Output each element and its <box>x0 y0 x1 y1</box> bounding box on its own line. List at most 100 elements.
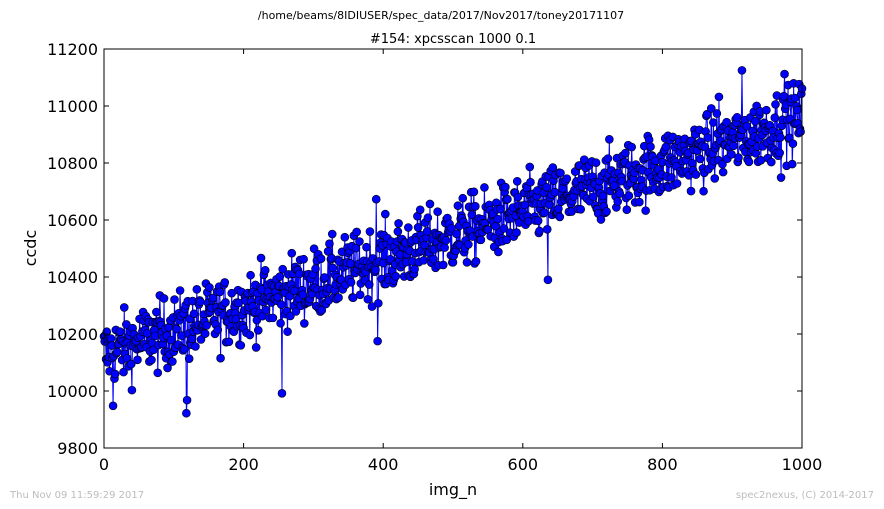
y-tick-label: 10000 <box>47 382 98 401</box>
data-point <box>535 226 544 236</box>
data-point <box>364 280 374 289</box>
data-point <box>346 259 355 268</box>
data-point <box>700 142 710 152</box>
data-point <box>362 242 371 252</box>
data-point <box>750 117 760 126</box>
data-point <box>703 133 713 143</box>
data-point <box>159 294 169 303</box>
y-tick-label: 9800 <box>57 439 98 458</box>
data-point <box>189 309 199 319</box>
data-point <box>355 237 364 246</box>
data-point <box>394 219 403 228</box>
data-point <box>780 69 789 79</box>
data-point <box>596 215 606 224</box>
data-point <box>471 257 481 266</box>
chart-title: #154: xpcsscan 1000 0.1 <box>370 32 536 47</box>
data-point <box>115 327 125 336</box>
data-point <box>142 328 152 338</box>
data-point <box>172 324 181 334</box>
data-point <box>253 325 263 335</box>
data-point <box>425 199 435 209</box>
data-point <box>540 208 549 217</box>
data-point <box>410 264 419 274</box>
data-point <box>727 150 736 159</box>
data-point <box>355 290 365 300</box>
data-point <box>526 177 535 187</box>
data-point <box>166 335 176 345</box>
data-point <box>691 170 701 179</box>
data-point <box>779 91 789 101</box>
data-point <box>658 157 667 167</box>
data-point <box>380 209 390 219</box>
data-point <box>236 341 246 350</box>
data-point <box>413 223 423 232</box>
x-tick-label: 400 <box>368 455 399 474</box>
data-point <box>276 318 285 328</box>
data-point <box>404 223 413 232</box>
data-point <box>179 344 189 354</box>
data-point <box>624 191 634 201</box>
data-point <box>499 224 509 233</box>
data-point <box>513 192 523 202</box>
data-point <box>256 253 266 263</box>
data-point <box>298 290 308 299</box>
data-point <box>119 303 129 312</box>
data-point <box>729 141 738 151</box>
data-point <box>613 197 623 206</box>
data-point <box>215 287 225 297</box>
data-point <box>494 247 503 257</box>
data-point <box>363 294 373 304</box>
data-point <box>598 191 608 201</box>
data-point <box>221 298 230 307</box>
chart-suptitle: /home/beams/8IDIUSER/spec_data/2017/Nov2… <box>258 9 624 22</box>
data-point <box>334 293 343 302</box>
data-point <box>520 200 530 210</box>
data-point <box>213 325 223 335</box>
data-point <box>609 181 619 190</box>
data-point <box>543 275 553 285</box>
data-point <box>672 179 682 188</box>
data-point <box>712 109 722 118</box>
data-point <box>502 235 512 245</box>
axis-ticks: 0 200 400 600 800 1000 9800 10000 10200 10400 1060… <box>47 40 822 474</box>
data-point <box>299 254 308 264</box>
data-point <box>153 368 163 378</box>
data-point <box>605 134 614 144</box>
data-point <box>471 201 480 211</box>
data-point <box>110 369 120 379</box>
y-axis-label: ccdc <box>21 230 40 267</box>
data-point <box>122 353 132 363</box>
data-point <box>602 207 611 216</box>
data-point <box>576 204 586 214</box>
data-point <box>208 293 218 303</box>
data-point <box>462 258 472 267</box>
data-point <box>283 327 292 336</box>
data-point <box>191 342 200 351</box>
data-point <box>340 232 350 242</box>
data-point <box>168 357 177 366</box>
x-tick-label: 600 <box>508 455 539 474</box>
data-point <box>192 285 202 294</box>
data-point <box>452 229 461 239</box>
y-tick-label: 11200 <box>47 40 98 59</box>
data-point <box>112 347 122 357</box>
data-point <box>251 343 261 352</box>
data-point <box>447 223 456 233</box>
data-point <box>429 254 438 264</box>
data-point <box>175 286 185 295</box>
data-point <box>496 204 505 214</box>
data-point <box>438 260 448 270</box>
data-point <box>373 336 382 346</box>
data-point <box>200 329 210 338</box>
data-point <box>627 142 636 152</box>
data-point <box>365 227 375 236</box>
data-point <box>709 118 718 127</box>
footer-credit: spec2nexus, (C) 2014-2017 <box>736 490 874 501</box>
data-point <box>268 313 278 323</box>
y-tick-label: 10200 <box>47 325 98 344</box>
data-point <box>790 93 800 103</box>
data-point <box>147 355 156 365</box>
data-point <box>393 227 403 236</box>
data-point <box>776 133 785 142</box>
